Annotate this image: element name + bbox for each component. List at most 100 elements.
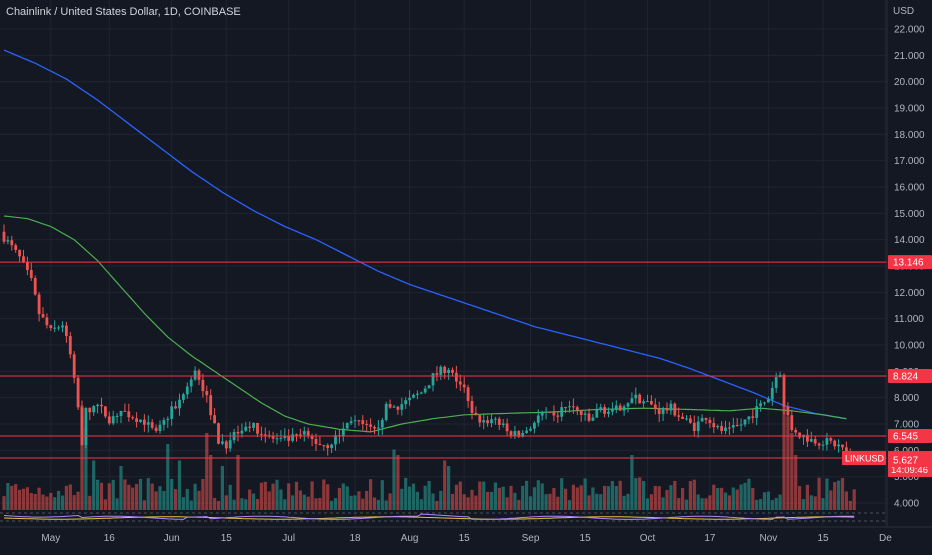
candle-body (634, 394, 638, 399)
candle-body (501, 423, 505, 425)
volume-bar (201, 479, 205, 510)
candle-body (728, 427, 731, 429)
volume-bar (388, 493, 392, 510)
low-price-tag (888, 453, 932, 468)
volume-bar (536, 480, 540, 510)
candle-body (653, 404, 657, 410)
x-tick-label: 15 (580, 533, 592, 544)
candle-body (692, 422, 696, 432)
candle-body (88, 407, 92, 413)
volume-bar (115, 498, 119, 510)
volume-bar (439, 490, 443, 510)
volume-bar (462, 494, 466, 510)
candle-body (380, 419, 384, 428)
volume-bar (837, 480, 841, 510)
candle-body (127, 411, 131, 418)
volume-bar (232, 499, 236, 510)
candle-body (482, 420, 486, 423)
volume-bar (18, 489, 22, 510)
candle-body (478, 415, 482, 423)
volume-bar (365, 490, 369, 510)
volume-bar (540, 483, 544, 510)
candle-body (104, 406, 107, 417)
volume-bar (135, 483, 139, 510)
candle-body (217, 423, 220, 444)
volume-bar (357, 491, 361, 510)
level-price-text: 13.146 (893, 258, 924, 269)
candle-body (76, 377, 80, 408)
candle-body (228, 440, 232, 449)
candle-body (595, 410, 599, 418)
volume-bar (731, 487, 735, 510)
candle-body (505, 423, 509, 432)
candle-body (525, 430, 528, 433)
volume-bar (560, 478, 564, 510)
x-tick-label: Jun (164, 533, 180, 544)
volume-bar (302, 494, 306, 510)
candle-body (657, 409, 661, 414)
volume-bar (205, 433, 209, 510)
candle-body (248, 426, 252, 428)
candle-body (419, 392, 423, 394)
candle-body (455, 372, 458, 382)
candle-body (33, 278, 37, 295)
candle-body (626, 403, 630, 407)
x-tick-label: 15 (817, 533, 829, 544)
volume-bar (817, 477, 821, 510)
volume-bar (57, 490, 61, 510)
volume-bar (255, 498, 260, 510)
volume-bar (267, 491, 271, 510)
volume-bar (349, 495, 353, 510)
volume-bar (326, 484, 330, 510)
candle-body (22, 256, 25, 263)
volume-bar (813, 496, 817, 510)
volume-bar (396, 455, 400, 510)
y-tick-label: 10.000 (894, 341, 925, 352)
candle-body (572, 406, 575, 408)
volume-bar (599, 494, 603, 510)
candle-body (72, 354, 76, 378)
volume-bar (486, 491, 490, 510)
candle-body (466, 387, 470, 401)
x-tick-label: De (879, 533, 892, 544)
volume-bar (310, 481, 314, 510)
volume-bar (591, 487, 595, 510)
volume-bar (294, 481, 299, 510)
candle-body (685, 418, 688, 420)
volume-bar (404, 477, 408, 510)
candle-body (677, 415, 681, 417)
volume-bar (833, 482, 837, 510)
volume-bar (174, 489, 178, 510)
ticker-tag (842, 451, 886, 466)
candle-body (240, 430, 244, 434)
volume-bar (123, 479, 127, 510)
candle-body (29, 269, 33, 279)
candle-body (373, 426, 376, 429)
candle-body (357, 420, 361, 422)
candle-body (400, 404, 404, 410)
candle-body (497, 418, 501, 425)
volume-bar (848, 500, 852, 510)
candle-body (377, 427, 380, 429)
candle-body (221, 441, 224, 444)
candle-body (396, 406, 400, 410)
candle-body (552, 412, 556, 416)
volume-bar (552, 487, 556, 510)
volume-bar (727, 495, 731, 510)
candle-body (314, 438, 318, 444)
low-price-text: 5.627 (893, 456, 918, 467)
volume-bar (805, 484, 809, 510)
volume-bar (571, 484, 575, 510)
volume-bar (630, 455, 634, 510)
volume-bar (614, 485, 618, 510)
candle-body (185, 386, 189, 395)
volume-bar (778, 494, 782, 510)
volume-bar (743, 482, 747, 510)
volume-bar (587, 495, 591, 510)
volume-bar (649, 494, 653, 510)
volume-bar (411, 483, 416, 510)
y-tick-label: 20.000 (894, 77, 925, 88)
volume-bar (595, 493, 599, 510)
